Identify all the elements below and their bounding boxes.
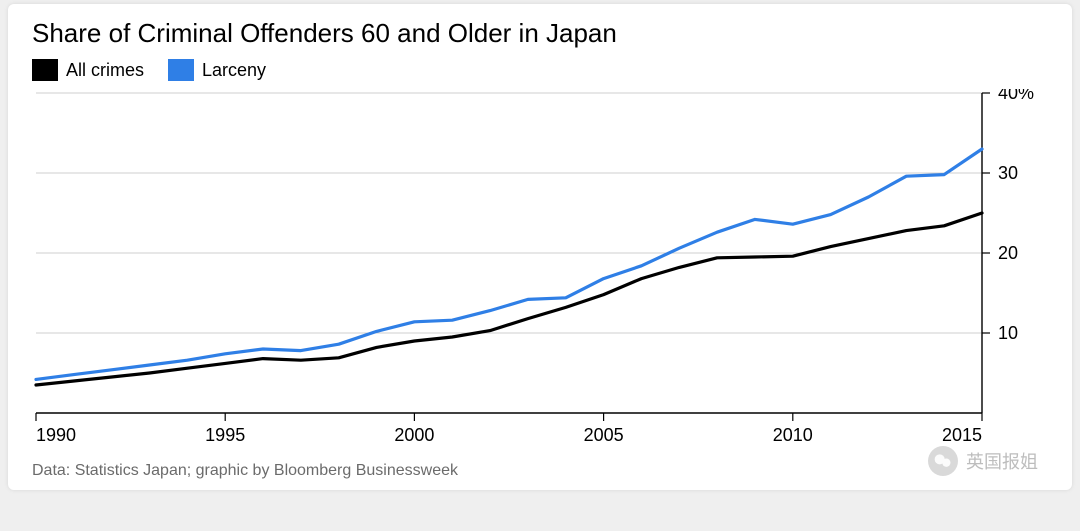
- data-source: Data: Statistics Japan; graphic by Bloom…: [8, 450, 1072, 484]
- chart-title: Share of Criminal Offenders 60 and Older…: [8, 14, 1072, 59]
- wechat-icon: [928, 446, 958, 476]
- legend-swatch-all-crimes: [32, 59, 58, 81]
- legend-label-larceny: Larceny: [202, 60, 266, 81]
- svg-text:20: 20: [998, 243, 1018, 263]
- legend-item-all-crimes: All crimes: [32, 59, 144, 81]
- watermark-text: 英国报姐: [966, 448, 1038, 474]
- svg-text:2000: 2000: [394, 425, 434, 445]
- svg-text:2005: 2005: [584, 425, 624, 445]
- svg-text:10: 10: [998, 323, 1018, 343]
- svg-text:1995: 1995: [205, 425, 245, 445]
- svg-text:1990: 1990: [36, 425, 76, 445]
- svg-text:40%: 40%: [998, 89, 1034, 103]
- svg-text:30: 30: [998, 163, 1018, 183]
- svg-text:2015: 2015: [942, 425, 982, 445]
- watermark: 英国报姐: [928, 446, 1038, 476]
- svg-text:2010: 2010: [773, 425, 813, 445]
- chart-card: Share of Criminal Offenders 60 and Older…: [8, 4, 1072, 490]
- line-chart: 10 20 30 40% 1990 1995 2000 2005 2010 2015: [32, 89, 1042, 445]
- chart-area: 10 20 30 40% 1990 1995 2000 2005 2010 2015: [8, 89, 1072, 450]
- legend: All crimes Larceny: [8, 59, 1072, 89]
- legend-label-all-crimes: All crimes: [66, 60, 144, 81]
- legend-swatch-larceny: [168, 59, 194, 81]
- legend-item-larceny: Larceny: [168, 59, 266, 81]
